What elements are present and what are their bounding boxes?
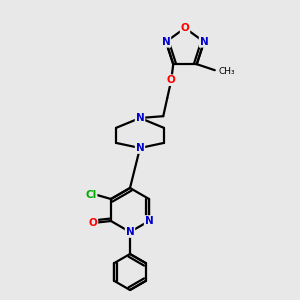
Text: O: O <box>88 218 97 228</box>
Text: N: N <box>126 227 134 237</box>
Text: N: N <box>136 113 144 123</box>
Text: N: N <box>136 143 144 153</box>
Text: Cl: Cl <box>85 190 97 200</box>
Text: O: O <box>167 75 176 85</box>
Text: N: N <box>162 37 170 47</box>
Text: N: N <box>145 216 153 226</box>
Text: CH₃: CH₃ <box>219 67 236 76</box>
Text: N: N <box>200 37 208 47</box>
Text: O: O <box>181 23 189 33</box>
